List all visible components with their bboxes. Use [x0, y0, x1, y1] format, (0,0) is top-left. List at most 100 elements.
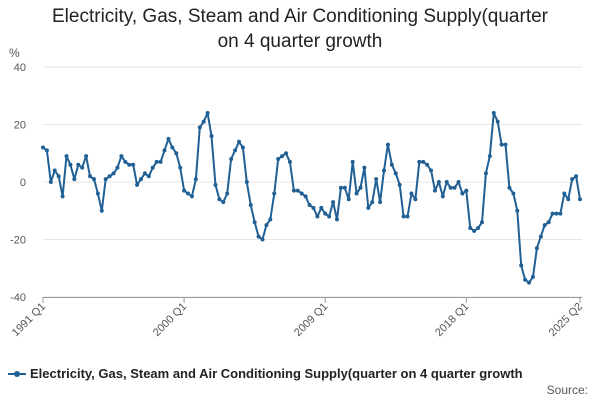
data-point [107, 174, 112, 179]
x-tick-label: 2018 Q1 [433, 301, 471, 339]
data-point [217, 197, 222, 202]
data-point [182, 188, 187, 193]
data-point [205, 111, 210, 115]
data-point [413, 197, 418, 202]
data-point [123, 159, 128, 164]
data-point [331, 200, 336, 205]
data-point [189, 194, 194, 199]
data-point [146, 174, 151, 179]
data-point [483, 171, 488, 176]
data-point [362, 165, 367, 170]
data-point [221, 200, 226, 205]
data-point [417, 159, 422, 164]
data-point [472, 228, 477, 233]
data-point [127, 162, 132, 167]
data-point [154, 159, 159, 164]
data-point [142, 171, 147, 176]
data-point [236, 139, 241, 144]
data-point [91, 177, 96, 182]
data-point [240, 145, 245, 150]
data-point [327, 214, 332, 219]
y-tick-label: -20 [10, 235, 26, 247]
data-point [542, 223, 547, 228]
data-point [209, 134, 214, 138]
legend[interactable]: Electricity, Gas, Steam and Air Conditio… [8, 366, 523, 381]
data-point [284, 151, 289, 156]
data-point [135, 182, 140, 187]
y-tick-label: 40 [14, 62, 26, 74]
data-point [440, 194, 445, 199]
data-point [307, 203, 312, 207]
data-point [103, 177, 108, 182]
y-tick-label: 0 [20, 177, 26, 189]
data-point [260, 237, 265, 242]
data-point [393, 171, 398, 176]
data-point [84, 154, 89, 159]
data-point [530, 274, 535, 279]
data-point [578, 197, 582, 202]
y-tick-label: -40 [10, 292, 26, 304]
data-point [527, 280, 532, 285]
data-point [503, 142, 508, 147]
data-point [378, 200, 383, 205]
data-point [432, 188, 437, 193]
data-point [256, 234, 261, 239]
data-point [495, 119, 500, 124]
data-point [229, 157, 234, 161]
data-point [342, 185, 347, 190]
data-point [280, 154, 285, 159]
data-point [405, 214, 410, 219]
x-tick-label: 2025 Q2 [547, 301, 585, 339]
data-point [88, 174, 93, 179]
x-tick-label: 1991 Q1 [10, 301, 48, 339]
data-point [425, 162, 430, 167]
data-point [99, 208, 104, 213]
legend-symbol [8, 369, 26, 379]
data-point [338, 185, 343, 190]
data-point [197, 125, 202, 130]
data-point [233, 148, 238, 153]
data-point [186, 191, 191, 196]
data-point [456, 180, 461, 184]
data-point [452, 185, 457, 190]
data-point [350, 159, 355, 164]
data-point [166, 136, 171, 141]
data-point [468, 226, 473, 230]
data-point [401, 214, 406, 219]
chart-title-line-2: on 4 quarter growth [217, 31, 383, 52]
data-point [554, 211, 559, 216]
data-point [370, 200, 375, 205]
data-point [80, 165, 85, 170]
data-point [444, 180, 449, 184]
data-point [511, 191, 516, 196]
data-point [550, 211, 555, 216]
data-point [374, 177, 379, 182]
data-point [72, 177, 77, 182]
data-point [150, 165, 155, 170]
data-point [558, 211, 563, 216]
data-point [52, 168, 57, 173]
data-point [174, 151, 179, 156]
data-point [115, 165, 120, 170]
data-point [44, 148, 49, 153]
data-point [276, 157, 281, 161]
data-point [346, 197, 351, 202]
data-point [162, 148, 167, 153]
data-point [76, 162, 81, 167]
data-point [248, 203, 253, 207]
x-tick-label: 2000 Q1 [151, 301, 189, 339]
data-point [193, 177, 198, 182]
y-axis-label: % [9, 46, 20, 60]
data-point [291, 188, 296, 193]
data-point [131, 162, 136, 167]
data-point [68, 162, 73, 167]
data-point [299, 191, 304, 196]
data-point [170, 145, 175, 150]
data-point [303, 194, 308, 199]
data-point [60, 194, 65, 199]
x-axis: 1991 Q1 2000 Q1 2009 Q1 2018 Q1 2025 Q2 [10, 297, 585, 339]
data-point [487, 154, 492, 159]
y-tick-label: 20 [14, 120, 26, 132]
data-point [111, 171, 116, 176]
